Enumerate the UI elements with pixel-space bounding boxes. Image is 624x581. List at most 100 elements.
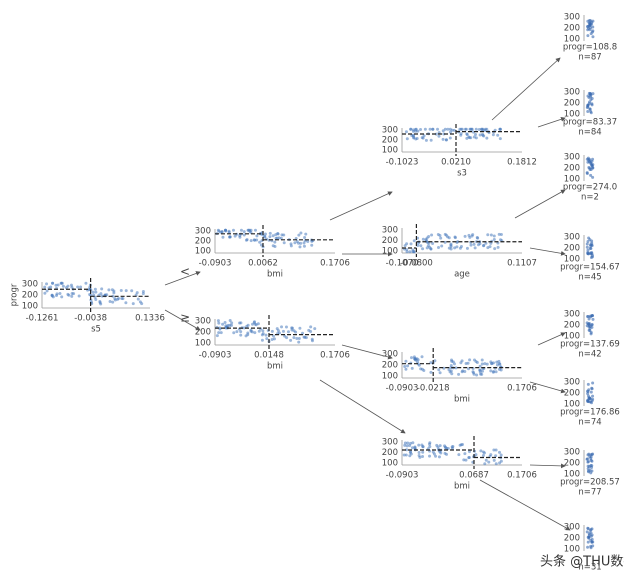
sample-dot bbox=[452, 128, 456, 132]
sample-dot bbox=[405, 137, 409, 141]
sample-dot bbox=[425, 246, 429, 250]
sample-dot bbox=[591, 381, 595, 385]
y-tick-label: 200 bbox=[564, 24, 580, 34]
sample-dot bbox=[449, 369, 453, 373]
sample-dot bbox=[438, 234, 442, 238]
leaf-prediction: progr=208.57 bbox=[560, 478, 620, 488]
sample-dot bbox=[70, 294, 74, 298]
sample-dot bbox=[434, 132, 438, 136]
sample-dot bbox=[498, 450, 502, 454]
sample-dot bbox=[416, 244, 420, 248]
sample-dot bbox=[424, 138, 428, 142]
sample-dot bbox=[487, 460, 491, 464]
sample-dot bbox=[410, 446, 414, 450]
sample-dot bbox=[406, 441, 410, 445]
y-tick-label: 100 bbox=[564, 35, 580, 45]
sample-dot bbox=[585, 530, 589, 534]
sample-dot bbox=[498, 461, 502, 465]
sample-dot bbox=[261, 332, 265, 336]
sample-dot bbox=[590, 255, 594, 259]
sample-dot bbox=[460, 370, 464, 374]
sample-dot bbox=[468, 358, 472, 362]
edge-arrow bbox=[529, 463, 566, 469]
sample-dot bbox=[277, 331, 281, 335]
sample-dot bbox=[216, 319, 220, 323]
sample-dot bbox=[493, 247, 497, 251]
sample-dot bbox=[217, 331, 221, 335]
sample-dot bbox=[470, 127, 474, 131]
sample-dot bbox=[271, 234, 275, 238]
sample-dot bbox=[253, 228, 257, 232]
x-tick-label: -0.0903 bbox=[199, 351, 232, 361]
sample-dot bbox=[299, 231, 303, 235]
sample-dot bbox=[45, 282, 49, 286]
sample-dot bbox=[258, 240, 262, 244]
sample-dot bbox=[428, 441, 432, 445]
sample-dot bbox=[492, 234, 496, 238]
sample-dot bbox=[100, 287, 104, 291]
sample-dot bbox=[310, 239, 314, 243]
sample-dot bbox=[271, 244, 275, 248]
sample-dot bbox=[404, 367, 408, 371]
sample-dot bbox=[70, 291, 74, 295]
sample-dot bbox=[421, 454, 425, 458]
y-tick-label: 300 bbox=[564, 448, 580, 458]
sample-dot bbox=[409, 127, 413, 131]
sample-dot bbox=[438, 371, 442, 375]
sample-dot bbox=[403, 244, 407, 248]
sample-dot bbox=[480, 132, 484, 136]
sample-dot bbox=[446, 446, 450, 450]
watermark: 头条 @THU数据派 bbox=[540, 554, 624, 570]
sample-dot bbox=[496, 363, 500, 367]
y-tick-label: 300 bbox=[382, 350, 398, 360]
sample-dot bbox=[410, 366, 414, 370]
y-tick-label: 300 bbox=[22, 280, 38, 290]
sample-dot bbox=[295, 239, 299, 243]
sample-dot bbox=[484, 458, 488, 462]
sample-dot bbox=[586, 34, 590, 38]
leaf-count: n=31 bbox=[578, 563, 601, 573]
sample-dot bbox=[481, 453, 485, 457]
sample-dot bbox=[464, 458, 468, 462]
sample-dot bbox=[232, 331, 236, 335]
x-tick-label: 0.1812 bbox=[507, 158, 537, 168]
sample-dot bbox=[99, 302, 103, 306]
leaf-prediction: progr=274.0 bbox=[563, 183, 617, 193]
x-tick-label: 0.0062 bbox=[248, 259, 278, 269]
sample-dot bbox=[70, 285, 74, 289]
leaf-count: n=87 bbox=[578, 53, 601, 63]
y-tick-label: 100 bbox=[564, 470, 580, 480]
sample-dot bbox=[421, 237, 425, 241]
sample-dot bbox=[272, 337, 276, 341]
sample-dot bbox=[111, 300, 115, 304]
y-tick-label: 300 bbox=[564, 88, 580, 98]
sample-dot bbox=[427, 241, 431, 245]
sample-dot bbox=[421, 450, 425, 454]
sample-dot bbox=[271, 334, 275, 338]
sample-dot bbox=[302, 244, 306, 248]
sample-dot bbox=[91, 290, 95, 294]
y-tick-label: 200 bbox=[564, 99, 580, 109]
sample-dot bbox=[590, 401, 594, 405]
y-tick-label: 300 bbox=[382, 126, 398, 136]
sample-dot bbox=[265, 337, 269, 341]
y-tick-label: 100 bbox=[564, 175, 580, 185]
sample-dot bbox=[483, 128, 487, 132]
sample-dot bbox=[61, 284, 65, 288]
sample-dot bbox=[138, 300, 142, 304]
sample-dot bbox=[263, 235, 267, 239]
y-tick-label: 200 bbox=[382, 136, 398, 146]
feature-label: bmi bbox=[267, 362, 283, 372]
sample-dot bbox=[589, 168, 593, 172]
sample-dot bbox=[587, 157, 591, 161]
sample-dot bbox=[45, 289, 49, 293]
sample-dot bbox=[480, 369, 484, 373]
sample-dot bbox=[221, 322, 225, 326]
sample-dot bbox=[443, 451, 447, 455]
leaf-count: n=74 bbox=[578, 418, 601, 428]
sample-dot bbox=[587, 536, 591, 540]
sample-dot bbox=[459, 443, 463, 447]
sample-dot bbox=[492, 458, 496, 462]
x-tick-label: 0.1107 bbox=[507, 259, 537, 269]
x-tick-label: 0.1336 bbox=[135, 314, 165, 324]
